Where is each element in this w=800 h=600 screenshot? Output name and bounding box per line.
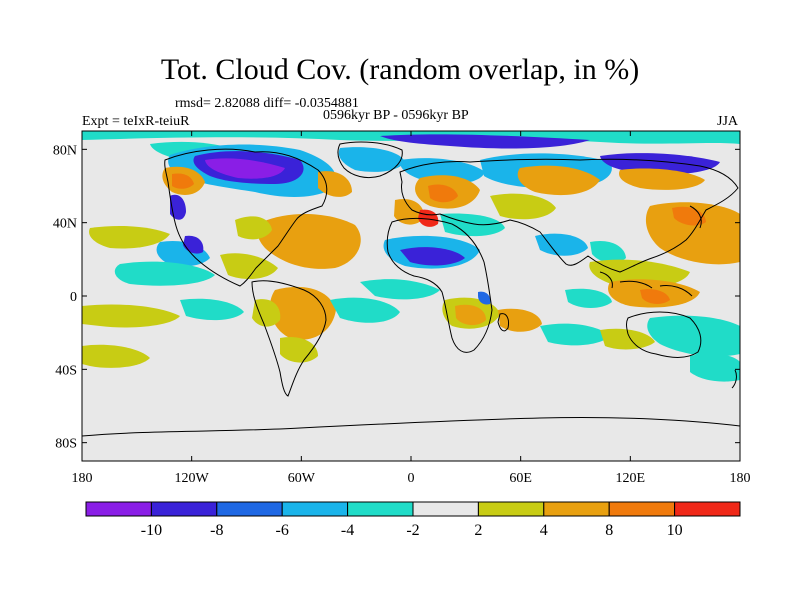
lat-tick-label: 40N	[53, 217, 77, 232]
anomaly-sahara-blue	[400, 247, 465, 266]
coast-africa	[386, 217, 493, 353]
colorbar-label: -8	[210, 522, 223, 539]
anomaly-greenland-lightblue	[338, 147, 405, 172]
anomaly-canada-purple	[205, 158, 285, 179]
anomaly-southeastpacific-yellow	[82, 304, 180, 328]
anomaly-centralasia-yellow	[490, 193, 556, 220]
anomaly-southpacific-yellow	[82, 344, 150, 368]
lon-tick-label: 180	[730, 471, 751, 486]
colorbar-label: 2	[474, 522, 482, 539]
anomaly-eastsiberia-orange	[619, 168, 705, 190]
anomaly-scandinavia-lightblue	[399, 158, 485, 184]
anomaly-southindian-cyan	[540, 323, 610, 346]
lat-tick-label: 40S	[55, 363, 77, 378]
colorbar-label: -2	[406, 522, 419, 539]
coast-greenland	[337, 141, 403, 179]
anomaly-southernafrica-orange	[455, 304, 486, 326]
lon-tick-label: 120W	[175, 471, 210, 486]
anomaly-eastpacific-yellow	[89, 226, 170, 249]
anomaly-tropicalpacific-cyan	[114, 261, 215, 286]
coast-australia	[626, 311, 702, 358]
colorbar-swatch	[150, 501, 218, 517]
arctic-anomaly-blue	[380, 134, 590, 149]
colorbar-swatch	[347, 501, 414, 517]
lat-tick-label: 80S	[55, 437, 77, 452]
lon-tick-label: 60W	[288, 471, 316, 486]
anomaly-tasman-cyan	[690, 353, 740, 382]
anomaly-midatlantic-orange	[257, 214, 361, 269]
anomaly-australia-yellow	[600, 328, 655, 350]
colorbar-label: -10	[141, 522, 162, 539]
coast-madagascar	[497, 313, 509, 332]
coastlines	[82, 141, 740, 437]
lon-tick-label: 0	[408, 471, 415, 486]
anomaly-eastmed-cyan	[440, 213, 505, 237]
coast-indonesia	[599, 271, 693, 297]
anomaly-southatlantic-cyan	[330, 297, 400, 323]
anomaly-india-lightblue	[535, 233, 588, 256]
anomaly-southpacific-cyan	[647, 315, 740, 357]
stats-line: rmsd= 2.82088 diff= -0.0354881	[175, 96, 359, 111]
anomaly-easternindian-cyan	[565, 288, 612, 308]
colorbar-swatch	[216, 501, 283, 517]
anomaly-southamerica-orange	[269, 286, 336, 340]
colorbar-label: 8	[605, 522, 613, 539]
coast-antarctica	[82, 416, 740, 437]
anomaly-gulfofguinea-cyan	[360, 279, 440, 300]
coast-japan	[689, 205, 702, 229]
colorbar-label: -6	[276, 522, 289, 539]
colorbar-swatch	[543, 501, 610, 517]
lat-tick-label: 80N	[53, 143, 77, 158]
coast-south-america	[251, 280, 327, 397]
colorbar-label: -4	[341, 522, 354, 539]
anomaly-midatlantic-yellow	[235, 216, 272, 240]
anomaly-alaska-darkorange	[172, 173, 194, 189]
colorbar-swatch	[85, 501, 152, 517]
coast-newzealand	[731, 369, 737, 389]
anomaly-bayofbengal-cyan	[590, 240, 626, 263]
anomaly-europe-darkorange	[428, 184, 458, 203]
coast-north-america	[164, 148, 328, 287]
anomaly-argentina-yellow	[280, 336, 318, 363]
season-label: JJA	[717, 114, 739, 129]
colorbar-swatch	[412, 501, 479, 517]
colorbar: -10 -8 -6 -4 -2 2 4 8 10	[85, 501, 741, 539]
anomaly-tropicalsouthpacific-cyan	[180, 298, 244, 321]
coast-eurasia	[399, 158, 739, 273]
period-line: 0596kyr BP - 0596kyr BP	[323, 108, 469, 123]
longitude-axis: 180 120W 60W 0 60E 120E 180	[72, 131, 751, 486]
figure-title: Tot. Cloud Cov. (random overlap, in %)	[160, 53, 640, 86]
colorbar-swatch	[477, 501, 545, 517]
anomaly-siberia-orange	[517, 165, 600, 196]
anomaly-eastafrica-blue	[478, 291, 491, 305]
anomaly-nwpacific-orange	[645, 202, 740, 265]
lon-tick-label: 180	[72, 471, 93, 486]
colorbar-label: 4	[540, 522, 548, 539]
colorbar-label: 10	[667, 522, 683, 539]
lon-tick-label: 120E	[616, 471, 646, 486]
anomaly-caribbean-yellow	[220, 253, 278, 280]
lon-tick-label: 60E	[509, 471, 532, 486]
anomaly-westcoast-blue	[170, 194, 186, 220]
colorbar-swatch	[608, 501, 676, 517]
anomaly-maritime-darkorange	[640, 289, 670, 304]
latitude-axis: 80N 40N 0 40S 80S	[53, 143, 740, 452]
experiment-line: Expt = teIxR-teiuR	[82, 114, 190, 129]
colorbar-swatch	[674, 501, 741, 517]
colorbar-swatch	[281, 501, 349, 517]
anomaly-philippines-yellow	[589, 259, 690, 288]
anomaly-peru-yellow	[252, 299, 281, 327]
anomaly-field	[82, 131, 740, 382]
lat-tick-label: 0	[70, 290, 77, 305]
anomaly-madagascar-orange	[498, 308, 542, 332]
